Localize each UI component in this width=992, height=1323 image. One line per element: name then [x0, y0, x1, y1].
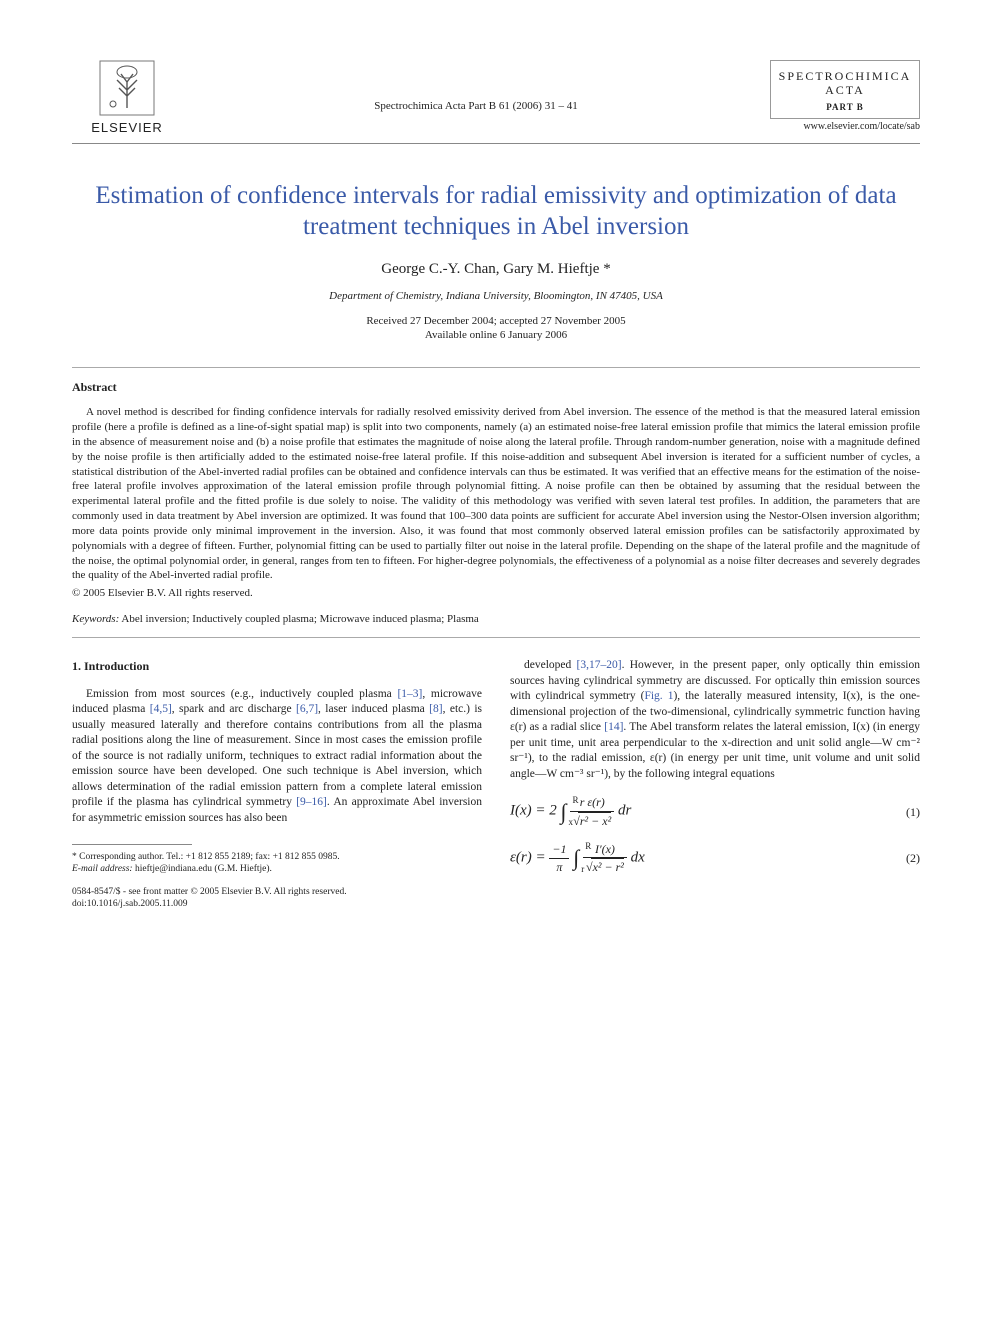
journal-cover-part: PART B	[777, 102, 913, 112]
equation-2-number: (2)	[896, 850, 920, 866]
equation-1-number: (1)	[896, 804, 920, 820]
corresponding-author-footnote: * Corresponding author. Tel.: +1 812 855…	[72, 851, 482, 876]
publisher-block: ELSEVIER	[72, 60, 182, 135]
elsevier-tree-logo	[99, 60, 155, 116]
keywords-label: Keywords:	[72, 613, 119, 625]
intro-heading: 1. Introduction	[72, 658, 482, 674]
authors: George C.-Y. Chan, Gary M. Hieftje *	[72, 261, 920, 278]
intro-text: Emission from most sources (e.g., induct…	[86, 688, 397, 700]
page-header: ELSEVIER Spectrochimica Acta Part B 61 (…	[72, 60, 920, 135]
intro-text: developed	[524, 659, 577, 671]
article-title: Estimation of confidence intervals for r…	[92, 180, 900, 243]
dates-received: Received 27 December 2004; accepted 27 N…	[72, 314, 920, 329]
footnote-email-line: E-mail address: hieftje@indiana.edu (G.M…	[72, 863, 482, 875]
citation-link[interactable]: [6,7]	[296, 703, 318, 715]
abstract-heading: Abstract	[72, 380, 920, 395]
front-matter-line: 0584-8547/$ - see front matter © 2005 El…	[72, 886, 482, 898]
footnote-contact: * Corresponding author. Tel.: +1 812 855…	[72, 851, 482, 863]
equation-1-row: I(x) = 2 ∫Rx r ε(r)√r² − x² dr (1)	[510, 794, 920, 828]
journal-cover-title-1: SPECTROCHIMICA	[777, 69, 913, 83]
keywords-text: Abel inversion; Inductively coupled plas…	[119, 613, 479, 625]
intro-paragraph-2: developed [3,17–20]. However, in the pre…	[510, 658, 920, 782]
doi-line: doi:10.1016/j.sab.2005.11.009	[72, 898, 482, 910]
equation-2-row: ε(r) = −1π ∫Rr I′(x)√x² − r² dx (2)	[510, 841, 920, 875]
citation-link[interactable]: [14]	[604, 721, 623, 733]
header-rule	[72, 143, 920, 144]
citation-link[interactable]: [4,5]	[150, 703, 172, 715]
affiliation: Department of Chemistry, Indiana Univers…	[72, 290, 920, 302]
intro-paragraph-1: Emission from most sources (e.g., induct…	[72, 687, 482, 827]
footnote-email: hieftje@indiana.edu (G.M. Hieftje).	[133, 864, 272, 874]
equation-2: ε(r) = −1π ∫Rr I′(x)√x² − r² dx	[510, 841, 896, 875]
abstract-top-rule	[72, 367, 920, 368]
citation-link[interactable]: [9–16]	[296, 796, 327, 808]
column-right: developed [3,17–20]. However, in the pre…	[510, 658, 920, 910]
abstract-body: A novel method is described for finding …	[72, 405, 920, 583]
footnote-rule	[72, 844, 192, 845]
journal-cover-title-2: ACTA	[777, 83, 913, 97]
abstract-bottom-rule	[72, 637, 920, 638]
journal-url: www.elsevier.com/locate/sab	[770, 121, 920, 132]
equation-1: I(x) = 2 ∫Rx r ε(r)√r² − x² dr	[510, 794, 896, 828]
citation-link[interactable]: [1–3]	[397, 688, 422, 700]
abstract-paragraph: A novel method is described for finding …	[72, 405, 920, 583]
body-columns: 1. Introduction Emission from most sourc…	[72, 658, 920, 910]
keywords-line: Keywords: Abel inversion; Inductively co…	[72, 613, 920, 625]
intro-text: , spark and arc discharge	[172, 703, 296, 715]
journal-cover-wrapper: SPECTROCHIMICA ACTA PART B www.elsevier.…	[770, 60, 920, 132]
copyright-line: © 2005 Elsevier B.V. All rights reserved…	[72, 587, 920, 599]
dates-online: Available online 6 January 2006	[72, 328, 920, 343]
intro-text: , etc.) is usually measured laterally an…	[72, 703, 482, 808]
publisher-name: ELSEVIER	[91, 120, 163, 135]
doi-block: 0584-8547/$ - see front matter © 2005 El…	[72, 886, 482, 911]
citation-link[interactable]: [8]	[429, 703, 442, 715]
footnote-email-label: E-mail address:	[72, 864, 133, 874]
history-dates: Received 27 December 2004; accepted 27 N…	[72, 314, 920, 344]
column-left: 1. Introduction Emission from most sourc…	[72, 658, 482, 910]
journal-cover: SPECTROCHIMICA ACTA PART B	[770, 60, 920, 119]
intro-text: , laser induced plasma	[318, 703, 429, 715]
citation-link[interactable]: [3,17–20]	[577, 659, 622, 671]
journal-reference: Spectrochimica Acta Part B 61 (2006) 31 …	[182, 60, 770, 112]
figure-link[interactable]: Fig. 1	[644, 690, 673, 702]
